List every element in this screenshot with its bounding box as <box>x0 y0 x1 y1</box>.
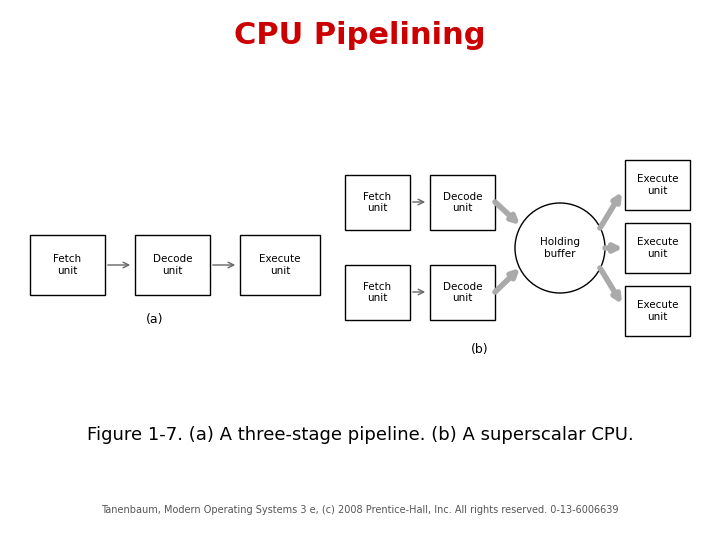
Bar <box>625 286 690 336</box>
Text: Tanenbaum, Modern Operating Systems 3 e, (c) 2008 Prentice-Hall, Inc. All rights: Tanenbaum, Modern Operating Systems 3 e,… <box>102 505 618 515</box>
Text: Decode
unit: Decode unit <box>443 282 482 303</box>
Bar <box>430 175 495 230</box>
Circle shape <box>515 203 605 293</box>
Bar <box>625 223 690 273</box>
Text: (a): (a) <box>146 314 163 327</box>
Bar <box>135 235 210 295</box>
Text: Fetch
unit: Fetch unit <box>53 254 81 276</box>
Text: Figure 1-7. (a) A three-stage pipeline. (b) A superscalar CPU.: Figure 1-7. (a) A three-stage pipeline. … <box>86 426 634 444</box>
Text: (b): (b) <box>471 343 489 356</box>
Text: Execute
unit: Execute unit <box>636 237 678 259</box>
Text: Fetch
unit: Fetch unit <box>364 282 392 303</box>
Bar <box>430 265 495 320</box>
Text: Execute
unit: Execute unit <box>636 300 678 322</box>
Text: CPU Pipelining: CPU Pipelining <box>234 21 486 50</box>
Text: Decode
unit: Decode unit <box>153 254 192 276</box>
Text: Decode
unit: Decode unit <box>443 192 482 213</box>
Bar <box>345 175 410 230</box>
Text: Holding
buffer: Holding buffer <box>540 237 580 259</box>
Text: Execute
unit: Execute unit <box>636 174 678 196</box>
Text: Execute
unit: Execute unit <box>259 254 301 276</box>
Text: Fetch
unit: Fetch unit <box>364 192 392 213</box>
Bar <box>30 235 105 295</box>
Bar <box>240 235 320 295</box>
Bar <box>625 160 690 210</box>
Bar <box>345 265 410 320</box>
